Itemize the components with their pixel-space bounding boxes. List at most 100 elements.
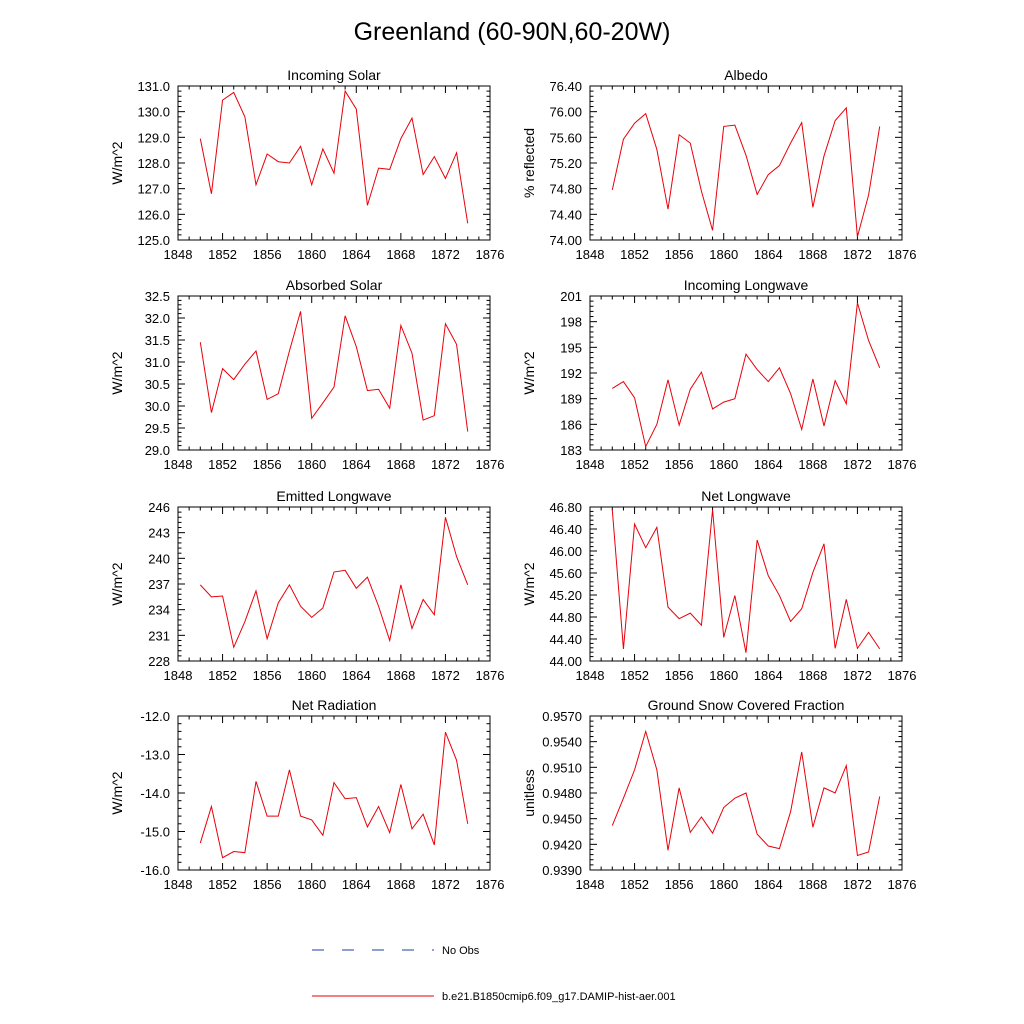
series-line-0	[611, 509, 881, 653]
chart-panel-6: Net Radiation W/m^2 1848 1852 1856 1860 1864 18…	[109, 697, 504, 892]
y-tick-label: 0.9540	[542, 735, 582, 750]
y-axis-label: W/m^2	[109, 771, 125, 814]
panel-title: Net Radiation	[292, 697, 377, 713]
y-tick-label: 29.5	[145, 421, 170, 436]
x-tick-label: 1856	[253, 668, 282, 683]
x-tick-label: 1856	[665, 457, 694, 472]
plot-frame	[589, 85, 903, 241]
y-tick-label: 246	[148, 500, 170, 515]
chart-panel-5: Net Longwave W/m^2 1848 1852 1856 1860 1864 186…	[521, 488, 916, 683]
x-tick-label: 1848	[576, 247, 605, 262]
x-tick-label: 1872	[843, 457, 872, 472]
y-tick-label: 189	[560, 392, 582, 407]
y-tick-label: -13.0	[140, 748, 170, 763]
x-tick-label: 1876	[476, 457, 505, 472]
x-tick-label: 1856	[665, 247, 694, 262]
y-axis-label: W/m^2	[109, 562, 125, 605]
x-tick-label: 1852	[208, 877, 237, 892]
x-tick-label: 1864	[754, 877, 783, 892]
x-tick-label: 1864	[342, 877, 371, 892]
y-tick-label: 237	[148, 577, 170, 592]
y-tick-label: 30.5	[145, 377, 170, 392]
x-tick-label: 1856	[665, 668, 694, 683]
x-tick-label: 1872	[431, 877, 460, 892]
y-tick-label: 76.40	[549, 79, 582, 94]
y-tick-label: 44.80	[549, 610, 582, 625]
y-axis-label: % reflected	[521, 128, 537, 198]
x-tick-label: 1860	[297, 877, 326, 892]
legend: No Obs b.e21.B1850cmip6.f09_g17.DAMIP-hi…	[312, 945, 676, 1003]
panel-title: Net Longwave	[701, 488, 791, 504]
y-tick-label: 228	[148, 654, 170, 669]
x-tick-label: 1872	[843, 247, 872, 262]
y-tick-label: 130.0	[137, 105, 170, 120]
y-tick-label: 76.00	[549, 105, 582, 120]
series-line-0	[611, 106, 881, 237]
x-tick-label: 1852	[620, 877, 649, 892]
y-tick-label: 201	[560, 289, 582, 304]
y-tick-label: 44.00	[549, 654, 582, 669]
y-tick-label: 186	[560, 417, 582, 432]
legend-label-model: b.e21.B1850cmip6.f09_g17.DAMIP-hist-aer.…	[442, 991, 676, 1003]
y-tick-label: 126.0	[137, 207, 170, 222]
x-tick-label: 1872	[431, 457, 460, 472]
legend-label-no-obs: No Obs	[442, 945, 480, 957]
x-tick-label: 1864	[754, 457, 783, 472]
x-tick-label: 1876	[476, 877, 505, 892]
y-tick-label: 74.00	[549, 233, 582, 248]
x-tick-label: 1860	[709, 668, 738, 683]
panel-title: Incoming Longwave	[684, 277, 809, 293]
x-tick-label: 1856	[253, 457, 282, 472]
x-tick-label: 1860	[709, 457, 738, 472]
x-tick-label: 1848	[164, 457, 193, 472]
y-tick-label: 131.0	[137, 79, 170, 94]
y-tick-label: 32.5	[145, 289, 170, 304]
y-tick-label: 29.0	[145, 443, 170, 458]
x-tick-label: 1860	[297, 668, 326, 683]
x-tick-label: 1872	[843, 877, 872, 892]
y-tick-label: 195	[560, 340, 582, 355]
x-tick-label: 1876	[888, 457, 917, 472]
x-tick-label: 1852	[208, 247, 237, 262]
panels: Incoming Solar W/m^2 1848 1852 1856 1860 1864 1…	[109, 67, 916, 892]
y-axis-label: unitless	[521, 769, 537, 816]
y-tick-label: 183	[560, 443, 582, 458]
x-tick-label: 1876	[476, 247, 505, 262]
x-tick-label: 1860	[297, 247, 326, 262]
y-tick-label: 243	[148, 526, 170, 541]
x-tick-label: 1852	[620, 457, 649, 472]
y-tick-label: 198	[560, 315, 582, 330]
series-line-0	[199, 89, 469, 224]
panel-title: Incoming Solar	[287, 67, 381, 83]
chart-panel-2: Absorbed Solar W/m^2 1848 1852 1856 1860 1864 1…	[109, 277, 504, 472]
x-tick-label: 1868	[798, 457, 827, 472]
y-tick-label: -12.0	[140, 709, 170, 724]
y-tick-label: 31.5	[145, 333, 170, 348]
panel-title: Ground Snow Covered Fraction	[648, 697, 845, 713]
x-tick-label: 1868	[798, 247, 827, 262]
chart-panel-0: Incoming Solar W/m^2 1848 1852 1856 1860 1864 1…	[109, 67, 504, 262]
plot-frame	[177, 295, 491, 451]
panel-title: Emitted Longwave	[276, 488, 391, 504]
series-line-0	[199, 311, 469, 432]
y-tick-label: 0.9510	[542, 760, 582, 775]
x-tick-label: 1876	[476, 668, 505, 683]
panel-title: Albedo	[724, 67, 768, 83]
y-tick-label: 46.00	[549, 544, 582, 559]
x-tick-label: 1876	[888, 247, 917, 262]
x-tick-label: 1872	[431, 668, 460, 683]
plot-frame	[177, 506, 491, 662]
chart-panel-4: Emitted Longwave W/m^2 1848 1852 1856 1860 186…	[109, 488, 504, 683]
x-tick-label: 1868	[386, 457, 415, 472]
x-tick-label: 1868	[798, 877, 827, 892]
x-tick-label: 1864	[342, 668, 371, 683]
y-axis-label: W/m^2	[109, 351, 125, 394]
x-tick-label: 1876	[888, 877, 917, 892]
x-tick-label: 1860	[709, 247, 738, 262]
y-tick-label: 0.9450	[542, 812, 582, 827]
x-tick-label: 1864	[754, 247, 783, 262]
series-line-0	[199, 517, 469, 649]
x-tick-label: 1864	[754, 668, 783, 683]
y-tick-label: 30.0	[145, 399, 170, 414]
